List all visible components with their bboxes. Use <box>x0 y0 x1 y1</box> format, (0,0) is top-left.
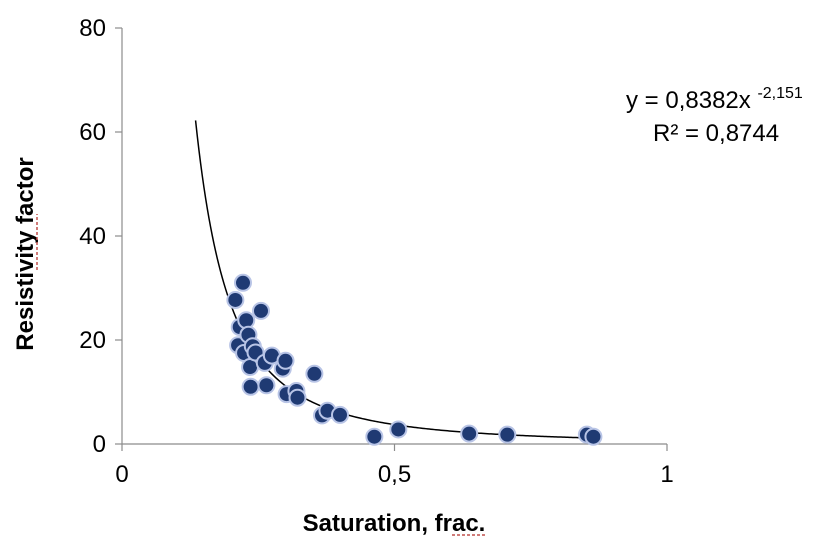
axes <box>121 28 667 445</box>
y-ticks: 0 20 40 60 80 <box>79 15 122 458</box>
equation-prefix: y = 0,8382x <box>626 87 751 114</box>
x-tick-label: 0 <box>115 461 128 488</box>
y-tick-label: 40 <box>79 223 106 250</box>
y-axis-title: Resistivity factor <box>12 157 39 350</box>
equation-exponent: -2,151 <box>757 85 802 102</box>
data-point <box>251 301 270 320</box>
data-point <box>233 273 252 292</box>
data-points <box>226 273 603 446</box>
data-point <box>257 376 276 395</box>
trendline-equation: y = 0,8382x -2,151 <box>626 85 803 114</box>
data-point <box>460 424 479 443</box>
x-tick-label: 0,5 <box>378 461 411 488</box>
data-point <box>389 420 408 439</box>
y-tick-label: 0 <box>93 431 106 458</box>
y-tick-label: 20 <box>79 327 106 354</box>
data-point <box>241 377 260 396</box>
data-point <box>305 364 324 383</box>
y-tick-label: 60 <box>79 119 106 146</box>
data-point <box>365 427 384 446</box>
r-squared-label: R² = 0,8744 <box>653 120 779 147</box>
axis-titles: Saturation, frac. Resistivity factor <box>12 157 485 537</box>
data-point <box>584 427 603 446</box>
x-axis-title: Saturation, frac. <box>303 510 486 537</box>
data-point <box>226 290 245 309</box>
data-point <box>237 311 256 330</box>
data-point <box>288 388 307 407</box>
y-tick-label: 80 <box>79 15 106 42</box>
data-point <box>498 425 517 444</box>
x-ticks: 0 0,5 1 <box>115 444 674 488</box>
data-point <box>276 351 295 370</box>
x-tick-label: 1 <box>660 461 673 488</box>
data-point <box>331 405 349 424</box>
trendline-annotation: y = 0,8382x -2,151 R² = 0,8744 <box>626 85 803 147</box>
